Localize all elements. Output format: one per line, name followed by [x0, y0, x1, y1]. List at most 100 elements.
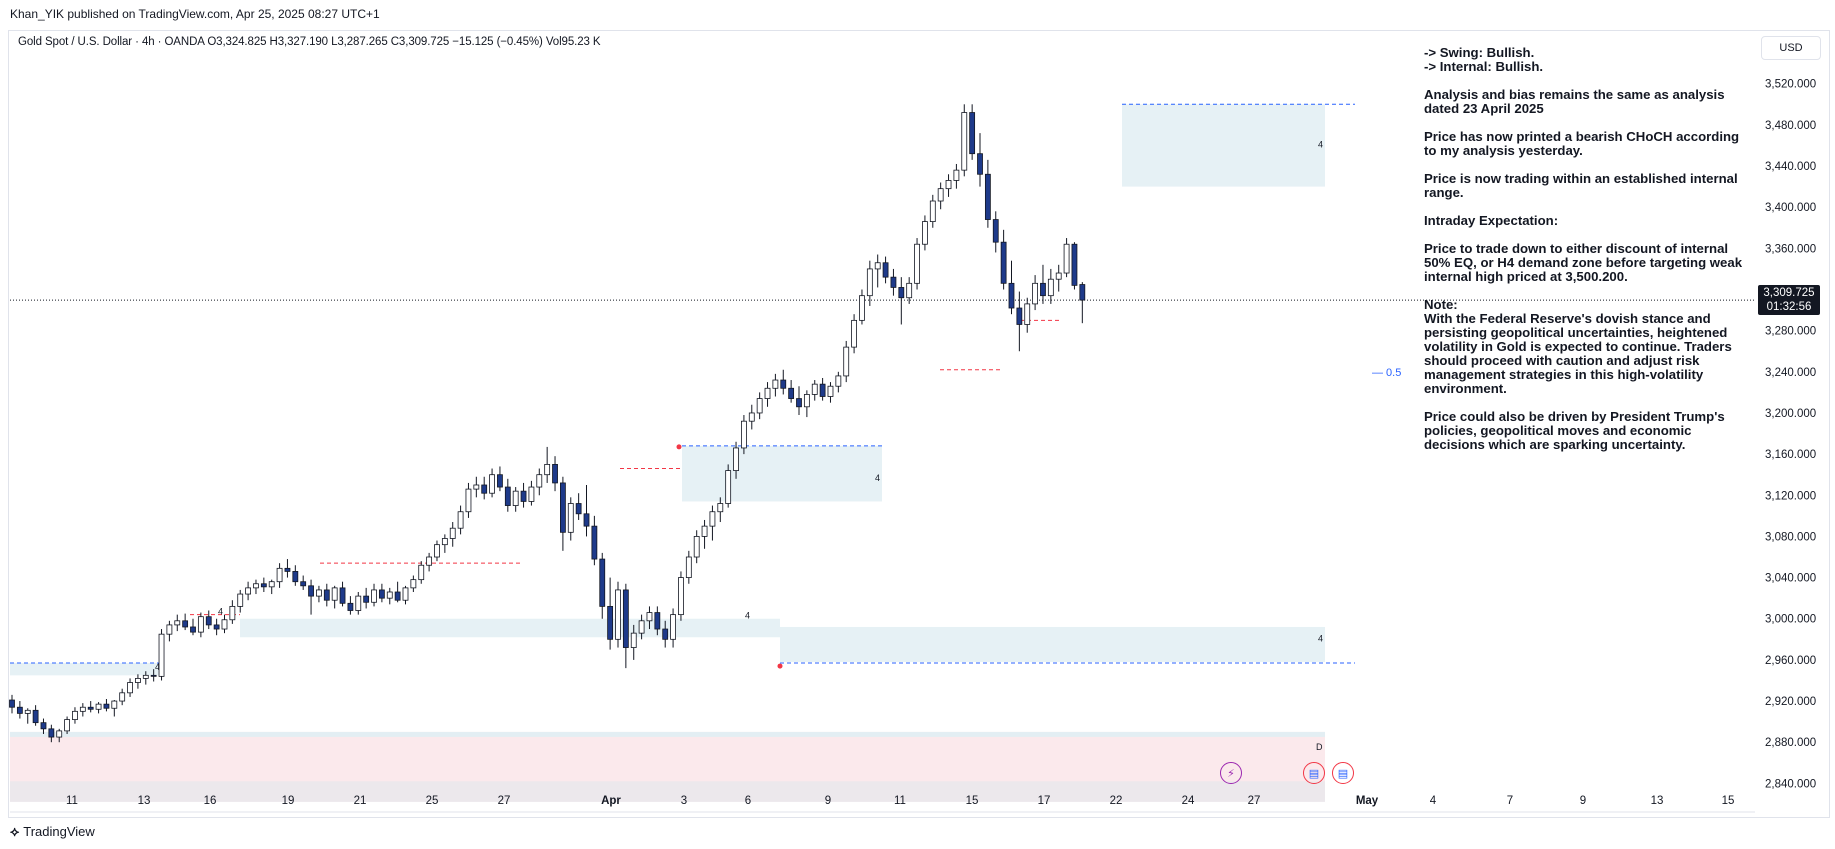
bull-candle: [528, 486, 535, 502]
bull-candle: [268, 581, 275, 588]
bull-candle: [426, 556, 433, 566]
note-choch: Price has now printed a bearish CHoCH ac…: [1424, 129, 1740, 158]
bull-candle: [741, 420, 747, 449]
bull-candle: [748, 412, 755, 422]
bull-candle: [512, 490, 519, 506]
bull-candle: [166, 624, 173, 635]
bull-candle: [914, 243, 920, 284]
bull-candle: [24, 709, 31, 714]
bull-candle: [158, 633, 165, 677]
bull-candle: [693, 536, 700, 558]
bull-candle: [229, 605, 236, 621]
bear-candle: [992, 219, 999, 243]
bear-candle: [339, 587, 346, 604]
bear-candle: [796, 398, 802, 408]
currency-selector[interactable]: USD: [1761, 36, 1821, 60]
bull-candle: [457, 511, 464, 529]
bear-candle: [662, 628, 669, 640]
bull-candle: [386, 591, 393, 599]
bear-candle: [292, 571, 299, 583]
bull-candle: [135, 678, 141, 683]
bull-candle: [142, 674, 149, 679]
zone-edge: [10, 731, 1325, 737]
bull-candle: [237, 593, 244, 607]
bear-candle: [1008, 282, 1015, 309]
bull-candle: [764, 387, 771, 399]
bear-candle: [898, 287, 905, 299]
us-flag-event-icon[interactable]: ▤: [1332, 762, 1354, 784]
eq-label: — 0.5: [1372, 367, 1401, 379]
tradingview-logo-icon: ⟡: [10, 823, 20, 839]
bull-candle: [678, 577, 684, 616]
bull-candle: [473, 484, 480, 490]
bear-candle: [363, 595, 370, 603]
x-tick-label: 13: [138, 795, 151, 807]
pivot-low-dot: [777, 663, 783, 669]
bear-candle: [591, 525, 598, 560]
demand-zone: [240, 618, 780, 638]
bull-candle: [174, 620, 181, 626]
bull-candle: [843, 346, 850, 377]
bull-candle: [866, 268, 873, 297]
bull-candle: [709, 511, 716, 527]
y-tick-label: 3,000.000: [1765, 614, 1816, 626]
bear-candle: [575, 503, 582, 515]
premium-zone: [10, 731, 1325, 784]
bull-candle: [72, 710, 78, 720]
x-tick-label: 15: [1722, 795, 1735, 807]
symbol-legend: Gold Spot / U.S. Dollar · 4h · OANDA O3,…: [18, 36, 601, 48]
bear-candle: [607, 605, 614, 640]
bull-candle: [316, 589, 322, 597]
us-flag-event-icon[interactable]: ▤: [1303, 762, 1325, 784]
bull-candle: [95, 703, 102, 710]
y-tick-label: 3,440.000: [1765, 161, 1816, 173]
lightning-event-icon[interactable]: ⚡: [1220, 762, 1242, 784]
bear-candle: [599, 558, 606, 607]
bear-candle: [205, 616, 212, 626]
bull-candle: [937, 188, 944, 202]
bull-candle: [701, 525, 708, 537]
note-intraday-body: Price to trade down to either discount o…: [1424, 241, 1743, 284]
bear-candle: [284, 567, 291, 572]
bull-candle: [127, 682, 133, 694]
bull-candle: [615, 589, 621, 640]
note-trump: Price could also be driven by President …: [1424, 409, 1725, 452]
bull-candle: [355, 595, 362, 611]
tradingview-brand[interactable]: TradingView: [23, 824, 95, 839]
y-tick-label: 3,040.000: [1765, 573, 1816, 585]
bull-candle: [906, 282, 913, 299]
note-range: Price is now trading within an establish…: [1424, 171, 1738, 200]
bear-candle: [583, 513, 590, 527]
bull-candle: [64, 719, 70, 732]
bear-candle: [150, 674, 157, 677]
y-tick-label: 3,520.000: [1765, 79, 1816, 91]
bull-candle: [402, 587, 409, 601]
bear-candle: [1040, 282, 1046, 297]
supply-zone: [682, 445, 882, 502]
y-tick-label: 2,960.000: [1765, 655, 1816, 667]
bull-candle: [803, 394, 810, 408]
bear-candle: [890, 276, 897, 288]
candle-countdown: 01:32:56: [1766, 301, 1812, 313]
x-tick-label: 15: [966, 795, 979, 807]
bear-candle: [48, 728, 55, 738]
bull-candle: [56, 730, 63, 738]
zone-marker: 4: [218, 607, 223, 617]
bull-candle: [1055, 272, 1062, 280]
x-tick-label: 19: [282, 795, 295, 807]
bear-candle: [1079, 284, 1086, 301]
bull-candle: [827, 385, 834, 397]
x-tick-label: 3: [681, 795, 687, 807]
bull-candle: [670, 614, 676, 640]
x-tick-label: 21: [354, 795, 367, 807]
bear-candle: [347, 602, 354, 611]
bull-candle: [465, 488, 472, 513]
bear-candle: [481, 484, 488, 494]
bull-candle: [725, 470, 732, 504]
x-tick-label: Apr: [601, 795, 621, 807]
bear-candle: [819, 383, 826, 397]
bull-candle: [1047, 278, 1054, 297]
bull-candle: [567, 503, 574, 533]
bull-candle: [441, 538, 448, 546]
